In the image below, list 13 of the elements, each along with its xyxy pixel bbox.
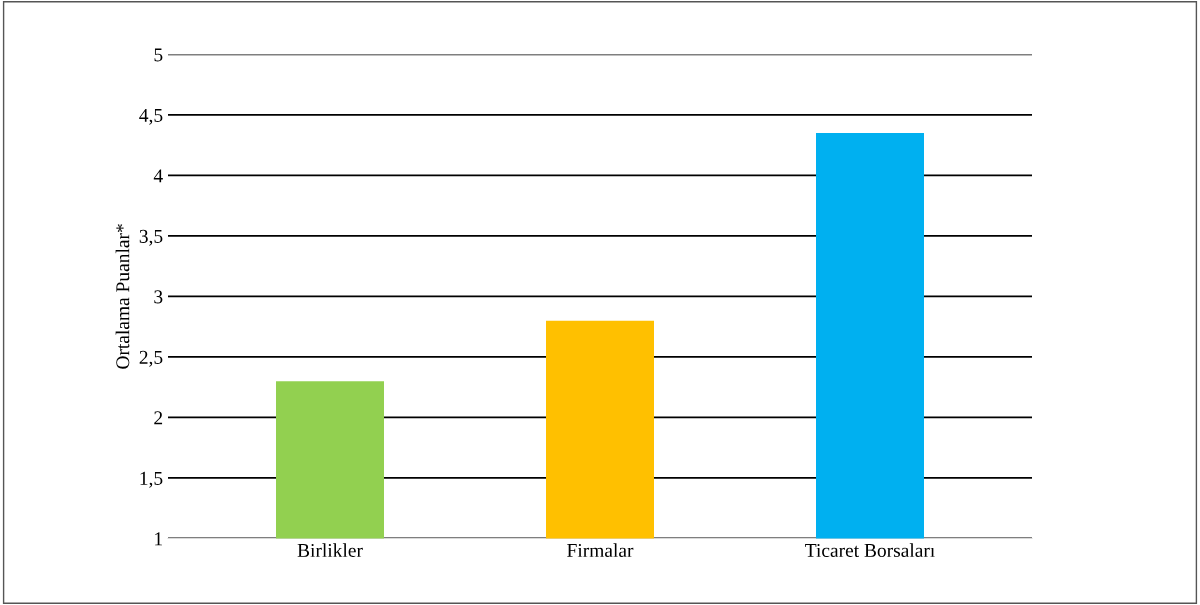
y-tick-label: 2,5: [139, 350, 163, 367]
y-tick-label: 1,5: [140, 471, 163, 488]
y-tick-label: 5: [154, 48, 163, 62]
x-tick-label: Ticaret Borsaları: [805, 543, 935, 557]
x-tick-label: Firmalar: [567, 543, 634, 557]
y-tick-label: 2: [154, 411, 163, 425]
x-tick-label: Birlikler: [297, 543, 363, 557]
y-tick-label: 3: [154, 290, 163, 304]
y-tick-label: 3,5: [139, 229, 163, 246]
y-tick-label: 4: [153, 169, 163, 183]
y-tick-label: 4,5: [139, 108, 163, 125]
y-tick-label: 1: [155, 532, 162, 546]
y-axis-title: Ortalama Puanlar*: [115, 224, 130, 369]
